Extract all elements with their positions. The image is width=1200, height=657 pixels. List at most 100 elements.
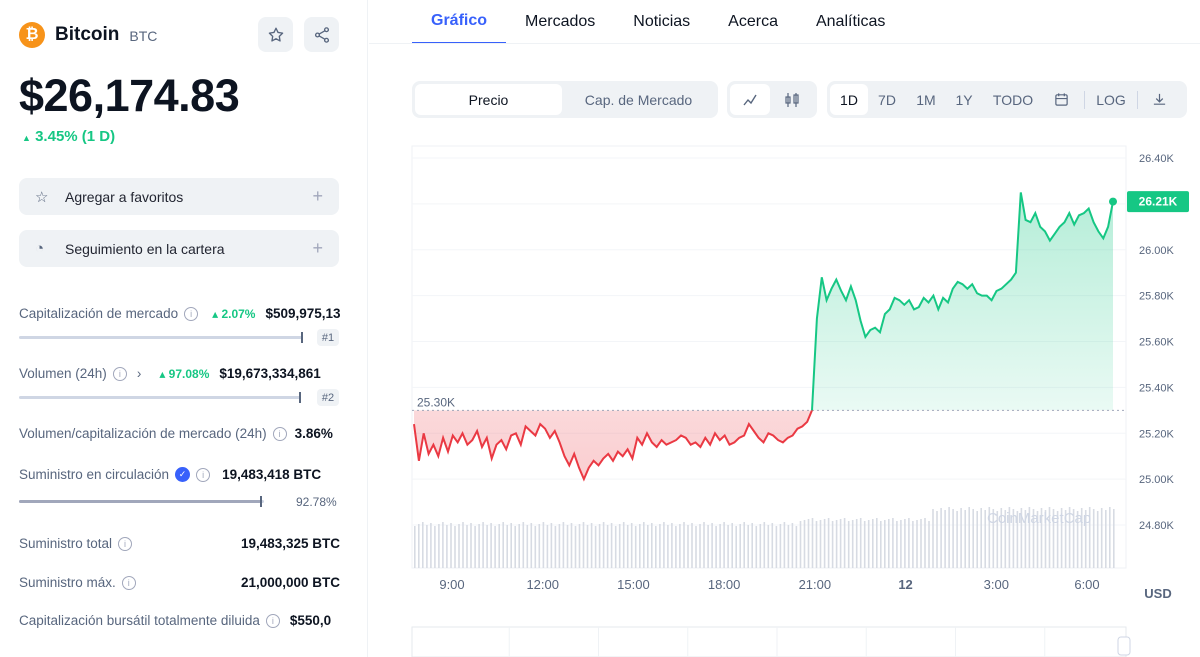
price-metric-button[interactable]: Precio [415, 84, 562, 115]
volume-change: ▴ 97.08% [159, 366, 210, 381]
current-price-tag [1127, 191, 1189, 213]
gain-area [811, 192, 1113, 411]
range-1y-button[interactable]: 1Y [955, 91, 973, 108]
market-cap-metric-button[interactable]: Cap. de Mercado [584, 91, 693, 108]
tab-analytics[interactable]: Analíticas [815, 13, 886, 30]
volume-bar [811, 518, 814, 568]
range-1d-button[interactable]: 1D [830, 84, 868, 115]
log-scale-button[interactable]: LOG [1096, 91, 1126, 108]
share-button[interactable] [304, 17, 339, 52]
info-icon[interactable]: i [196, 467, 211, 482]
volume-bar [932, 509, 934, 568]
volume-bar [835, 520, 838, 568]
coin-header: ₿ Bitcoin BTC [19, 22, 157, 48]
y-axis: 26.40K26.20K26.00K25.80K25.60K25.40K25.2… [1139, 153, 1175, 532]
volume-bar [1056, 511, 1059, 568]
volume-bar [498, 524, 500, 568]
info-icon[interactable]: i [121, 575, 136, 590]
metric-toggle: Precio Cap. de Mercado [412, 81, 718, 118]
volume-bar [992, 509, 995, 568]
volume-bar [787, 525, 790, 568]
tab-news[interactable]: Noticias [633, 13, 691, 30]
volume-bar [767, 525, 770, 568]
y-tick-label: 25.40K [1139, 382, 1175, 394]
y-tick-label: 24.80K [1139, 520, 1175, 532]
plus-icon: + [312, 186, 323, 206]
range-all-button[interactable]: TODO [992, 91, 1034, 108]
volume-bar [578, 524, 581, 568]
volume-bar [618, 524, 621, 568]
info-icon[interactable]: i [184, 306, 199, 321]
range-1m-button[interactable]: 1M [916, 91, 936, 108]
volume-bar [912, 521, 914, 568]
range-7d-button[interactable]: 7D [878, 91, 896, 108]
max-supply-label: Suministro máx. [19, 575, 116, 590]
volume-bar [1076, 511, 1079, 568]
volume-bar [988, 507, 991, 568]
volume-bar [863, 521, 866, 568]
volume-bar [896, 521, 898, 568]
market-cap-rank-badge: #1 [317, 329, 339, 346]
volume-bar [984, 510, 986, 568]
circulating-supply-marker [260, 496, 262, 507]
volume-bar [695, 526, 697, 568]
date-range-button[interactable] [1044, 84, 1078, 115]
volume-bar [634, 526, 637, 568]
volume-bar [920, 519, 922, 568]
volume-bar [904, 519, 906, 568]
volume-bar [1028, 507, 1031, 568]
range-toolbar: 1D 7D 1M 1Y TODO LOG [827, 81, 1187, 118]
circulating-supply-label: Suministro en circulación [19, 467, 170, 482]
volume-bar [952, 509, 954, 568]
portfolio-tracking-button[interactable]: ◔ Seguimiento en la cartera + [19, 230, 339, 267]
volume-bar [823, 519, 826, 568]
market-cap-row: Capitalización de mercado i ▴ 2.07% $509… [19, 306, 367, 321]
circulating-supply-bar-fill [19, 500, 262, 503]
chart-navigator[interactable] [411, 626, 1127, 657]
volume-bar [1060, 508, 1063, 568]
volume-bar [590, 523, 593, 568]
calendar-icon [1054, 93, 1068, 106]
chevron-right-icon[interactable]: › [136, 366, 142, 381]
max-supply-value: 21,000,000 BTC [240, 575, 340, 590]
price-change-value: 3.45% (1 D) [35, 128, 116, 145]
volume-market-cap-row: Volumen/capitalización de mercado (24h) … [19, 426, 367, 441]
price-chart[interactable]: CoinMarketCap 25.30K 26.40K26.20K26.00K2… [369, 0, 1200, 657]
volume-bar [470, 523, 472, 568]
volume-bar [478, 524, 480, 568]
tab-markets[interactable]: Mercados [525, 13, 596, 30]
x-tick-label: 18:00 [708, 577, 741, 592]
volume-bar [799, 521, 802, 568]
volume-bar [570, 523, 573, 568]
y-tick-label: 25.80K [1139, 291, 1175, 303]
candlestick-chart-button[interactable] [770, 84, 814, 115]
line-chart-button[interactable] [730, 84, 770, 115]
volume-bar [482, 522, 484, 568]
volume-bar [1040, 508, 1043, 568]
info-icon[interactable]: i [272, 426, 287, 441]
volume-bar [872, 519, 874, 568]
volume-bar [1105, 510, 1107, 568]
volume-bar [1024, 510, 1027, 568]
volume-bar [847, 521, 850, 568]
volume-bar [964, 510, 966, 568]
volume-bar [815, 521, 818, 568]
x-axis: 9:00 12:00 15:00 18:00 21:00 12 3:00 6:00 [439, 577, 1099, 592]
volume-bar [647, 525, 649, 568]
info-icon[interactable]: i [118, 536, 133, 551]
volume-bar [518, 524, 520, 568]
watchlist-star-button[interactable] [258, 17, 293, 52]
info-icon[interactable]: i [265, 613, 280, 628]
info-icon[interactable]: i [112, 366, 127, 381]
tab-about[interactable]: Acerca [728, 13, 778, 30]
download-button[interactable] [1144, 84, 1174, 115]
volume-value: $19,673,334,861 [219, 366, 321, 381]
fully-diluted-label: Capitalización bursátil totalmente dilui… [19, 613, 260, 628]
volume-bar [414, 526, 416, 568]
volume-bar [803, 520, 806, 568]
navigator-handle[interactable] [1117, 636, 1131, 656]
volume-bar [980, 508, 982, 568]
volume-bar [458, 524, 460, 568]
add-to-favorites-button[interactable]: ☆ Agregar a favoritos + [19, 178, 339, 215]
volume-bar [522, 522, 525, 568]
